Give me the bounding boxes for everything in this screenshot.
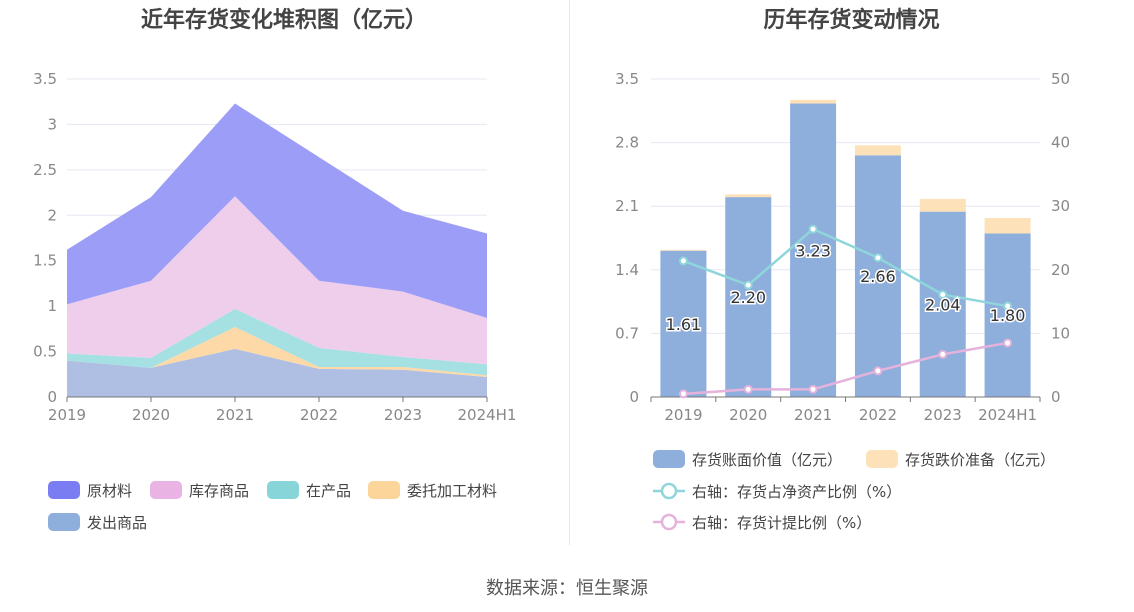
y-right-tick-label: 50 bbox=[1051, 70, 1070, 88]
line-point[interactable] bbox=[1003, 338, 1013, 348]
bar-impairment-reserve[interactable] bbox=[790, 99, 837, 104]
bar-value-label: 2.04 bbox=[925, 295, 961, 314]
line-series bbox=[683, 341, 1008, 396]
bar-value-label: 2.66 bbox=[860, 267, 896, 286]
legend-label[interactable]: 库存商品 bbox=[189, 482, 249, 500]
bar-book-value[interactable] bbox=[984, 233, 1031, 397]
x-tick-label: 2021 bbox=[794, 406, 832, 424]
legend-marker[interactable] bbox=[660, 482, 678, 500]
line-point[interactable] bbox=[938, 349, 948, 359]
line-point[interactable] bbox=[678, 389, 688, 399]
y-tick-label: 3 bbox=[47, 115, 57, 133]
x-tick-label: 2020 bbox=[729, 406, 767, 424]
x-tick-label: 2020 bbox=[132, 406, 170, 424]
y-tick-label: 0.5 bbox=[33, 343, 57, 361]
y-tick-label: 3.5 bbox=[33, 70, 57, 88]
bar-book-value[interactable] bbox=[919, 211, 966, 397]
legend-swatch[interactable] bbox=[368, 481, 400, 499]
x-tick-label: 2021 bbox=[216, 406, 254, 424]
legend-label[interactable]: 委托加工材料 bbox=[407, 482, 497, 500]
panel-divider bbox=[569, 0, 570, 545]
legend-label[interactable]: 右轴：存货计提比例（%） bbox=[692, 514, 871, 532]
area-series bbox=[67, 327, 487, 378]
y-tick-label: 0 bbox=[629, 388, 639, 406]
area-series bbox=[67, 308, 487, 376]
bar-book-value[interactable] bbox=[725, 197, 772, 397]
legend-label[interactable]: 发出商品 bbox=[87, 514, 147, 532]
x-tick-label: 2019 bbox=[664, 406, 702, 424]
line-point[interactable] bbox=[873, 366, 883, 376]
x-tick-label: 2023 bbox=[924, 406, 962, 424]
x-tick-label: 2022 bbox=[859, 406, 897, 424]
y-tick-label: 1.4 bbox=[615, 261, 639, 279]
legend-swatch[interactable] bbox=[866, 450, 898, 468]
y-tick-label: 3.5 bbox=[615, 70, 639, 88]
y-tick-label: 2.8 bbox=[615, 134, 639, 152]
bar-book-value[interactable] bbox=[854, 155, 901, 397]
legend-label[interactable]: 存货跌价准备（亿元） bbox=[905, 451, 1055, 469]
x-tick-label: 2024H1 bbox=[978, 406, 1037, 424]
x-tick-label: 2023 bbox=[384, 406, 422, 424]
y-tick-label: 0 bbox=[47, 388, 57, 406]
bar-impairment-reserve[interactable] bbox=[660, 249, 707, 251]
y-tick-label: 2.5 bbox=[33, 161, 57, 179]
y-tick-label: 1.5 bbox=[33, 252, 57, 270]
legend-swatch[interactable] bbox=[48, 481, 80, 499]
legend-label[interactable]: 原材料 bbox=[87, 482, 132, 500]
stacked-area-chart: 0 0.5 1 1.5 2 2.5 3 3.5 2019 2020 2021 2022 2023 2024… bbox=[33, 70, 517, 532]
line-point[interactable] bbox=[873, 253, 883, 263]
bar-impairment-reserve[interactable] bbox=[919, 198, 966, 212]
line-point[interactable] bbox=[808, 224, 818, 234]
left-chart-title: 近年存货变化堆积图（亿元） bbox=[140, 8, 427, 33]
bar-impairment-reserve[interactable] bbox=[854, 145, 901, 156]
x-tick-label: 2019 bbox=[48, 406, 86, 424]
bar-value-label: 3.23 bbox=[795, 241, 831, 260]
line-point[interactable] bbox=[1003, 301, 1013, 311]
bar-line-chart: 0 0.7 1.4 2.1 2.8 3.5 0 10 20 30 40 50 2019 2020 2021 2… bbox=[615, 70, 1070, 532]
bar-book-value[interactable] bbox=[790, 103, 837, 397]
legend-swatch[interactable] bbox=[48, 513, 80, 531]
legend-swatch[interactable] bbox=[150, 481, 182, 499]
y-tick-label: 2 bbox=[47, 206, 57, 224]
bar-impairment-reserve[interactable] bbox=[984, 218, 1031, 234]
legend-swatch[interactable] bbox=[267, 481, 299, 499]
line-point[interactable] bbox=[743, 384, 753, 394]
legend-label[interactable]: 在产品 bbox=[306, 482, 351, 500]
bar-value-label: 1.61 bbox=[666, 315, 702, 334]
y-tick-label: 0.7 bbox=[615, 324, 639, 342]
data-source: 数据来源：恒生聚源 bbox=[486, 578, 648, 599]
line-point[interactable] bbox=[808, 384, 818, 394]
y-right-tick-label: 0 bbox=[1051, 388, 1061, 406]
y-tick-label: 1 bbox=[47, 297, 57, 315]
bar-value-label: 1.80 bbox=[990, 306, 1026, 325]
y-right-tick-label: 10 bbox=[1051, 324, 1070, 342]
y-right-tick-label: 20 bbox=[1051, 261, 1070, 279]
y-tick-label: 2.1 bbox=[615, 197, 639, 215]
area-series bbox=[67, 103, 487, 318]
area-series bbox=[67, 196, 487, 365]
line-point[interactable] bbox=[938, 290, 948, 300]
line-series bbox=[682, 227, 1008, 308]
legend-swatch[interactable] bbox=[653, 450, 685, 468]
right-chart-title: 历年存货变动情况 bbox=[763, 8, 940, 33]
legend-marker[interactable] bbox=[660, 513, 678, 531]
y-right-tick-label: 30 bbox=[1051, 197, 1070, 215]
x-tick-label: 2024H1 bbox=[458, 406, 517, 424]
line-point[interactable] bbox=[678, 256, 688, 266]
area-series bbox=[67, 348, 487, 397]
bar-impairment-reserve[interactable] bbox=[725, 194, 772, 198]
bar-book-value[interactable] bbox=[660, 250, 707, 397]
legend-label[interactable]: 存货账面价值（亿元） bbox=[692, 451, 842, 469]
line-point[interactable] bbox=[743, 280, 753, 290]
y-right-tick-label: 40 bbox=[1051, 134, 1070, 152]
x-tick-label: 2022 bbox=[300, 406, 338, 424]
bar-value-label: 2.20 bbox=[730, 288, 766, 307]
legend-label[interactable]: 右轴：存货占净资产比例（%） bbox=[692, 483, 901, 501]
